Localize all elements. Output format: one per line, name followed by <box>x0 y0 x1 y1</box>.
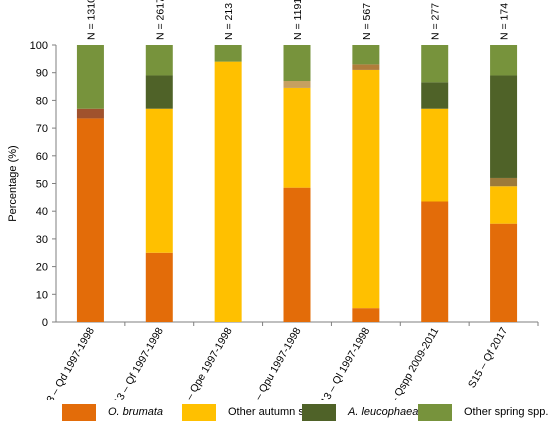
legend-item-a-leucophaearia: A. leucophaearia <box>302 402 431 422</box>
bar-segment <box>352 69 380 309</box>
bar-segment <box>283 45 311 82</box>
bar-segment <box>145 108 173 253</box>
stacked-bar-chart: 0 10 20 30 40 50 60 70 80 90 100 Percentage (%) N = … <box>7 0 539 400</box>
x-category-label: S13 – Qpe 1997-1998 <box>173 325 235 400</box>
legend-label-a-leucophaearia: A. leucophaearia <box>348 406 431 418</box>
y-tick-label: 40 <box>36 206 48 218</box>
legend-swatch-other-autumn <box>182 403 216 421</box>
legend-label-other-spring: Other spring spp. <box>464 406 549 418</box>
n-label: N = 2617 <box>154 0 166 40</box>
bar-segment <box>421 82 449 109</box>
legend: O. brumata Other autumn spp. A. leucopha… <box>62 402 548 426</box>
bar-segment <box>352 45 380 65</box>
y-tick-label: 80 <box>36 95 48 107</box>
x-category-label: S13 – Qf 1997-1998 <box>108 325 166 400</box>
n-label: N = 174 <box>499 3 511 40</box>
x-category-label: S13 – Qd 1997-1998 <box>38 325 97 400</box>
bar-segment <box>490 45 518 76</box>
x-category-label: S13 – Ql 1997-1998 <box>315 325 372 400</box>
n-label: N = 567 <box>361 3 373 40</box>
legend-label-other-autumn: Other autumn spp. <box>228 406 320 418</box>
x-category-label: S14 – Qspp 2009-2011 <box>377 325 441 400</box>
n-label: N = 1191 <box>292 0 304 40</box>
legend-swatch-o-brumata <box>62 403 96 421</box>
bar-segment-minor <box>76 108 104 119</box>
bar-segment <box>283 187 311 322</box>
y-tick-label: 90 <box>36 68 48 80</box>
bar-segment <box>421 45 449 83</box>
legend-swatch-a-leucophaearia <box>302 403 336 421</box>
y-tick-label: 20 <box>36 262 48 274</box>
x-category-label: S13 – Qpu 1997-1998 <box>242 325 304 400</box>
bar-segment <box>145 75 173 109</box>
legend-item-other-spring: Other spring spp. <box>418 402 548 422</box>
bar-segment <box>214 45 242 62</box>
legend-label-o-brumata: O. brumata <box>108 406 164 418</box>
legend-item-o-brumata: O. brumata <box>62 402 163 422</box>
bar-segment <box>76 118 104 322</box>
bar-segment-minor <box>283 81 311 88</box>
n-label: N = 213 <box>223 3 235 40</box>
bar-segment <box>421 108 449 202</box>
legend-item-other-autumn: Other autumn spp. <box>182 402 319 422</box>
bar-segment <box>76 45 104 109</box>
bar-segment-minor <box>490 177 518 187</box>
n-label: N = 277 <box>430 3 442 40</box>
n-label: N = 1310 <box>85 0 97 40</box>
bar-segment <box>490 75 518 178</box>
y-tick-label: 100 <box>30 40 48 52</box>
bar-segment <box>421 201 449 322</box>
bar-segment <box>490 223 518 322</box>
legend-swatch-other-spring <box>418 403 452 421</box>
bar-segment <box>283 87 311 188</box>
y-tick-label: 10 <box>36 289 48 301</box>
bar-segment <box>145 252 173 322</box>
bar-segment <box>490 186 518 224</box>
y-tick-label: 70 <box>36 123 48 135</box>
y-tick-label: 0 <box>42 317 48 329</box>
bar-segment <box>352 308 380 322</box>
bar-segment-minor <box>352 64 380 70</box>
y-tick-label: 50 <box>36 179 48 191</box>
y-axis-label: Percentage (%) <box>7 145 19 221</box>
bar-segment <box>214 61 242 323</box>
y-tick-label: 30 <box>36 234 48 246</box>
bar-segment <box>145 45 173 76</box>
y-tick-label: 60 <box>36 151 48 163</box>
x-category-label: S15 – Qf 2017 <box>466 325 510 390</box>
